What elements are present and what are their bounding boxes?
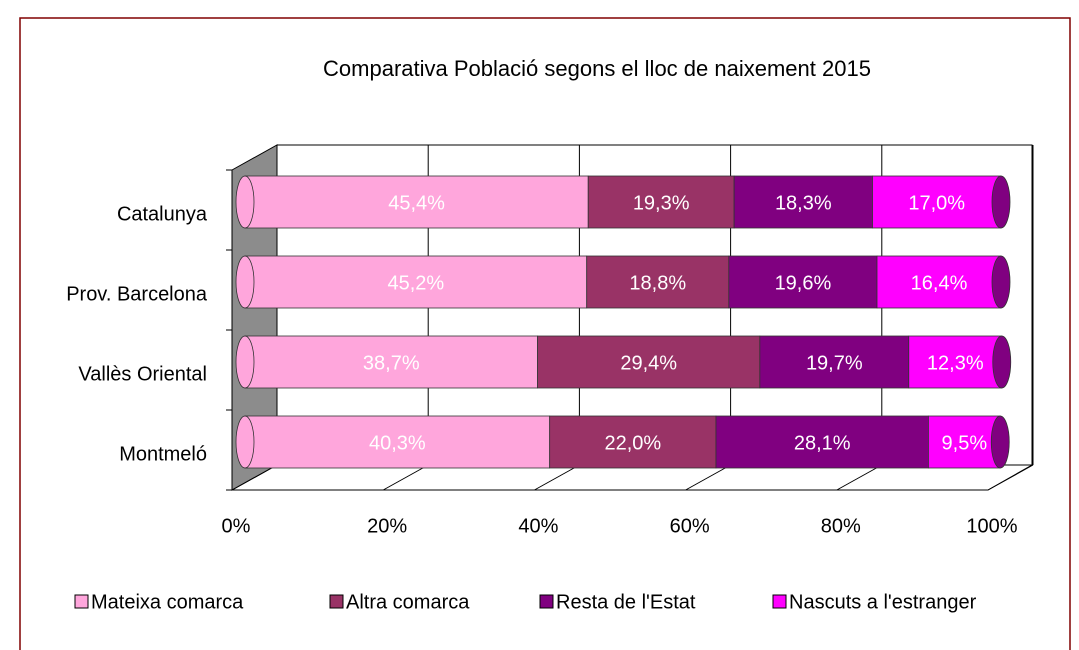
data-label: 29,4% bbox=[620, 352, 677, 374]
x-tick-label: 20% bbox=[367, 515, 407, 537]
bar-segment bbox=[586, 255, 730, 309]
bar-cap bbox=[990, 415, 1010, 469]
data-label: 19,7% bbox=[806, 352, 863, 374]
bar-segment bbox=[928, 415, 1001, 469]
bar-segment bbox=[908, 335, 1003, 389]
data-label: 45,2% bbox=[387, 272, 444, 294]
y-tick-label: Catalunya bbox=[117, 203, 208, 225]
bar-segment bbox=[587, 175, 735, 229]
y-tick-label: Prov. Barcelona bbox=[66, 283, 208, 305]
legend-swatch bbox=[539, 594, 554, 609]
data-label: 40,3% bbox=[369, 432, 426, 454]
frame bbox=[19, 17, 1071, 650]
chart-title: Comparativa Població segons el lloc de n… bbox=[323, 56, 871, 81]
floor-edge bbox=[232, 464, 1033, 491]
x-tick-label: 80% bbox=[821, 515, 861, 537]
bar-segment bbox=[549, 415, 717, 469]
data-label: 19,6% bbox=[775, 272, 832, 294]
bar-segment bbox=[715, 415, 929, 469]
bar-segment bbox=[244, 335, 538, 389]
data-label: 18,8% bbox=[629, 272, 686, 294]
grid-line bbox=[987, 464, 1034, 491]
bar-cap-start bbox=[235, 415, 255, 469]
x-tick-label: 100% bbox=[966, 515, 1017, 537]
legend-label: Mateixa comarca bbox=[91, 591, 244, 613]
data-label: 12,3% bbox=[927, 352, 984, 374]
data-label: 38,7% bbox=[363, 352, 420, 374]
grid-line bbox=[534, 464, 580, 491]
x-tick-label: 60% bbox=[670, 515, 710, 537]
data-label: 17,0% bbox=[908, 192, 965, 214]
x-tick-label: 0% bbox=[222, 515, 251, 537]
bar-cap bbox=[991, 175, 1011, 229]
bar-segment bbox=[728, 255, 878, 309]
legend-swatch bbox=[329, 594, 344, 609]
bar-cap-start bbox=[235, 335, 255, 389]
y-tick-label: Montmeló bbox=[119, 443, 207, 465]
bar-cap-start bbox=[235, 255, 255, 309]
grid-line bbox=[382, 464, 429, 491]
legend-swatch bbox=[74, 594, 89, 609]
legend-label: Nascuts a l'estranger bbox=[789, 591, 977, 613]
grid-line bbox=[685, 464, 731, 491]
legend-swatch bbox=[772, 594, 787, 609]
data-label: 22,0% bbox=[604, 432, 661, 454]
legend-label: Altra comarca bbox=[346, 591, 470, 613]
data-label: 19,3% bbox=[633, 192, 690, 214]
bar-segment bbox=[759, 335, 910, 389]
data-label: 9,5% bbox=[942, 432, 988, 454]
bar-segment bbox=[876, 255, 1002, 309]
bar-cap bbox=[992, 335, 1012, 389]
data-label: 28,1% bbox=[794, 432, 851, 454]
bar-segment bbox=[244, 175, 589, 229]
data-label: 18,3% bbox=[775, 192, 832, 214]
bar-segment bbox=[537, 335, 761, 389]
bar-cap bbox=[991, 255, 1011, 309]
bar-segment bbox=[244, 255, 588, 309]
legend-label: Resta de l'Estat bbox=[556, 591, 696, 613]
bar-cap-start bbox=[235, 175, 255, 229]
grid-line bbox=[836, 464, 883, 491]
y-tick-label: Vallès Oriental bbox=[78, 363, 207, 385]
bar-segment bbox=[733, 175, 873, 229]
grid-line bbox=[231, 464, 278, 491]
bar-segment bbox=[244, 415, 551, 469]
x-tick-label: 40% bbox=[518, 515, 558, 537]
data-label: 16,4% bbox=[911, 272, 968, 294]
data-label: 45,4% bbox=[388, 192, 445, 214]
